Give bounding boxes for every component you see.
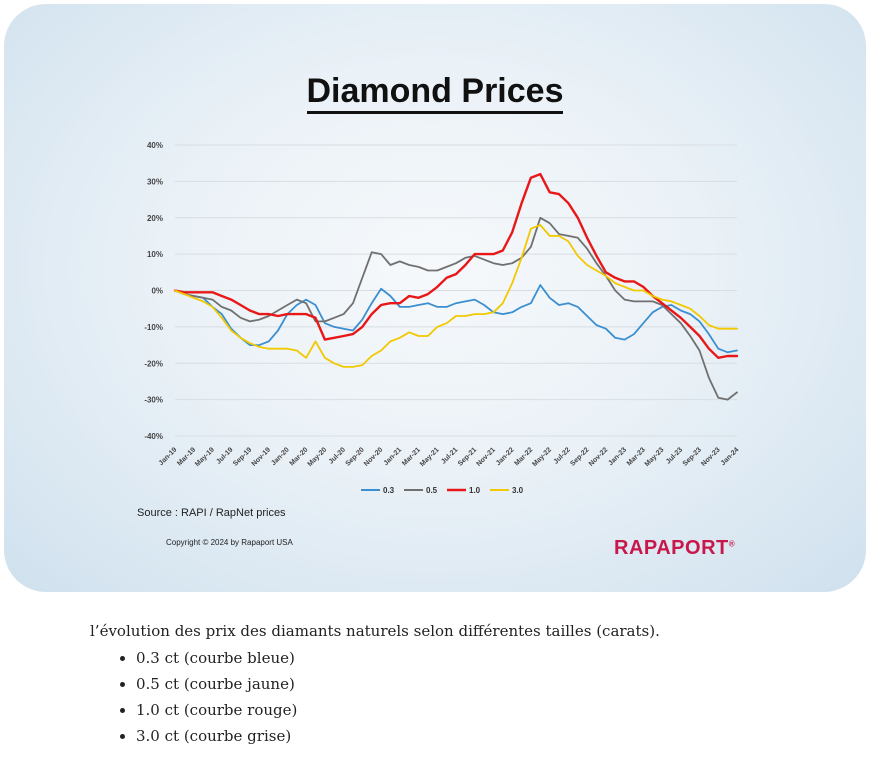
- y-tick-label: -10%: [144, 323, 163, 332]
- x-tick-label: Jan-22: [495, 446, 516, 467]
- y-tick-label: 30%: [147, 177, 163, 186]
- caption-text: l’évolution des prix des diamants nature…: [90, 622, 660, 640]
- y-tick-label: 0%: [151, 287, 163, 296]
- x-tick-label: Nov-19: [251, 446, 273, 468]
- series-line-3-0: [174, 224, 738, 368]
- x-tick-label: Sep-23: [682, 446, 703, 467]
- size-item-3-0: 3.0 ct (courbe grise): [136, 726, 297, 752]
- x-tick-label: Jan-23: [607, 446, 628, 467]
- x-tick-label: Jan-24: [720, 446, 741, 467]
- x-tick-label: May-21: [419, 446, 441, 468]
- size-list: 0.3 ct (courbe bleue) 0.5 ct (courbe jau…: [90, 648, 297, 752]
- y-tick-label: -40%: [144, 432, 163, 441]
- chart-copyright: Copyright © 2024 by Rapaport USA: [166, 538, 293, 547]
- x-tick-label: May-22: [531, 446, 553, 468]
- chart-card: Diamond Prices 40% 30% 20% 10% 0% -10% -20% -30…: [4, 4, 866, 592]
- x-tick-label: Sep-21: [457, 446, 478, 467]
- x-tick-label: Jan-21: [383, 446, 404, 467]
- y-tick-label: -20%: [144, 359, 163, 368]
- chart-title: Diamond Prices: [4, 72, 866, 114]
- legend-label: 1.0: [469, 486, 481, 495]
- series-line-1-0: [173, 172, 739, 359]
- y-tick-label: 20%: [147, 214, 163, 223]
- x-tick-label: Sep-20: [345, 446, 366, 467]
- x-tick-label: May-23: [644, 446, 666, 468]
- x-tick-label: Jan-20: [270, 446, 291, 467]
- y-tick-label: 10%: [147, 250, 163, 259]
- x-tick-label: May-20: [307, 446, 329, 468]
- legend-label: 0.5: [426, 486, 438, 495]
- y-tick-label: 40%: [147, 141, 163, 150]
- x-tick-label: Nov-20: [363, 446, 385, 468]
- x-tick-label: Nov-23: [700, 446, 722, 468]
- x-tick-label: Nov-21: [475, 446, 497, 468]
- series-line-0-5: [174, 216, 738, 401]
- legend-label: 0.3: [383, 486, 395, 495]
- size-item-0-3: 0.3 ct (courbe bleue): [136, 648, 297, 674]
- y-tick-label: -30%: [144, 396, 163, 405]
- x-tick-label: Nov-22: [588, 446, 610, 468]
- x-tick-label: Sep-19: [232, 446, 253, 467]
- line-chart: 40%30%20%10%0%-10%-20%-30%-40%Jan-19Mar-…: [144, 141, 741, 495]
- legend-label: 3.0: [512, 486, 524, 495]
- size-item-1-0: 1.0 ct (courbe rouge): [136, 700, 297, 726]
- series-line-0-3: [174, 284, 738, 354]
- chart-source: Source : RAPI / RapNet prices: [137, 507, 286, 519]
- rapaport-logo: RAPAPORT®: [614, 537, 736, 559]
- x-tick-label: May-19: [194, 446, 216, 468]
- x-tick-label: Jan-19: [158, 446, 179, 467]
- x-tick-label: Sep-22: [569, 446, 590, 467]
- size-item-0-5: 0.5 ct (courbe jaune): [136, 674, 297, 700]
